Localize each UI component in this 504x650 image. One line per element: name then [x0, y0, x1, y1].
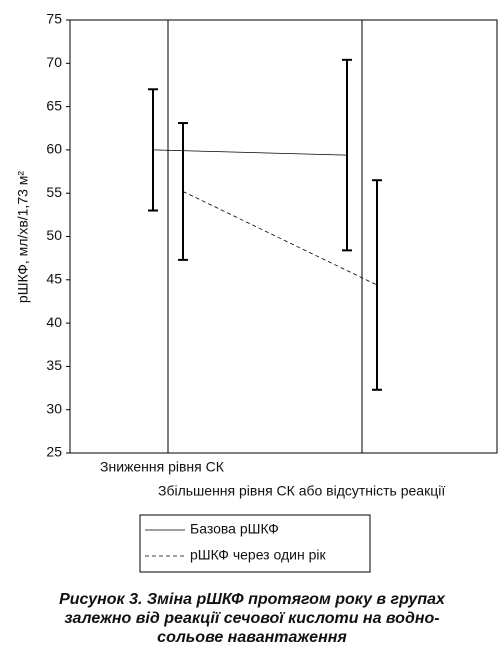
error-bar [372, 179, 382, 391]
y-tick-label: 45 [46, 271, 62, 287]
error-bar [178, 122, 188, 261]
error-bar [342, 58, 352, 252]
y-axis-label: рШКФ, мл/хв/1,73 м² [15, 171, 31, 303]
caption-line: сольове навантаження [157, 629, 347, 646]
y-tick-label: 60 [46, 141, 62, 157]
legend-box [139, 514, 371, 573]
y-tick-label: 30 [46, 400, 62, 416]
y-tick-label: 65 [46, 97, 62, 113]
y-tick-label: 55 [46, 184, 62, 200]
y-tick-label: 70 [46, 54, 62, 70]
y-tick-label: 50 [46, 227, 62, 243]
y-tick-label: 40 [46, 314, 62, 330]
series-line [182, 191, 378, 286]
y-tick-label: 75 [46, 11, 62, 27]
legend-label: Базова рШКФ [190, 521, 279, 537]
x-tick-label: Зниження рівня СК [100, 459, 225, 475]
legend-label: рШКФ через один рік [190, 547, 326, 563]
caption-line: залежно від реакції сечової кислоти на в… [64, 610, 439, 627]
y-tick-label: 35 [46, 357, 62, 373]
plot-frame [69, 19, 498, 454]
series-line [152, 149, 348, 156]
error-bar [148, 88, 158, 212]
x-tick-label: Збільшення рівня СК або відсутність реак… [158, 483, 445, 499]
y-tick-label: 25 [46, 444, 62, 460]
caption-line: Рисунок 3. Зміна рШКФ протягом року в гр… [59, 591, 446, 608]
